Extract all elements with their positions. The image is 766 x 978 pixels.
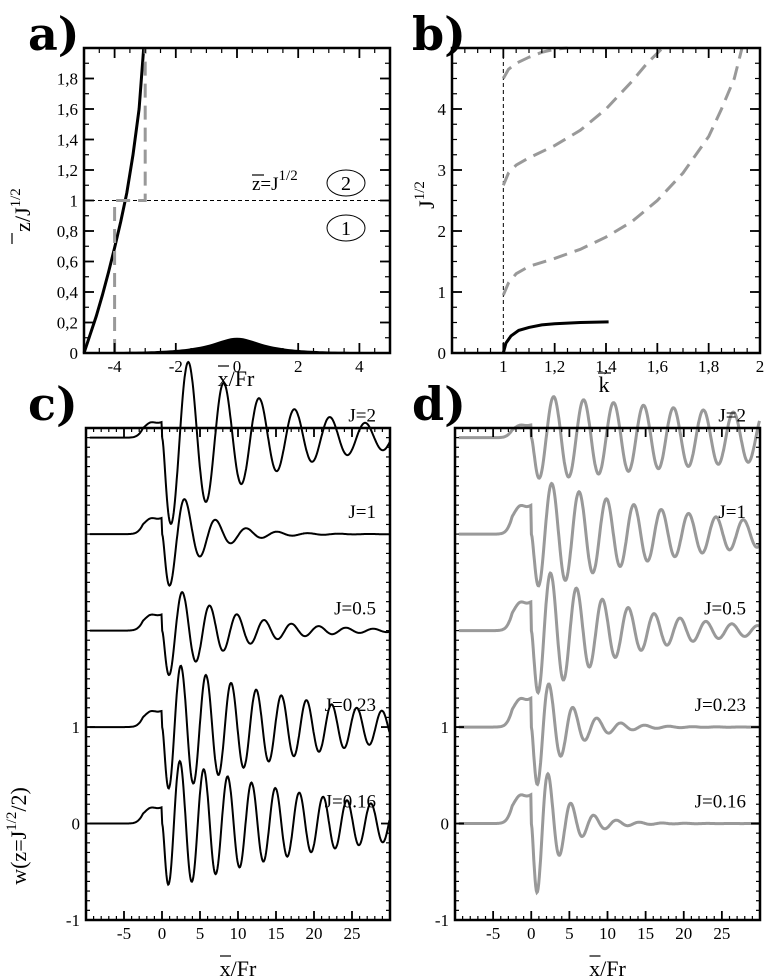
plot-frame <box>82 46 392 355</box>
x-tick-label: -5 <box>486 924 500 943</box>
x-tick-label: 10 <box>599 924 616 943</box>
x-tick-label: 15 <box>268 924 285 943</box>
interface-annotation: z=J1/2 <box>252 168 298 195</box>
series-label: J=0.23 <box>695 695 746 716</box>
x-tick-label: 0 <box>233 357 242 376</box>
y-tick-label: 0,8 <box>57 222 78 241</box>
y-tick-label: 1,8 <box>57 70 78 89</box>
panel-label-a: a) <box>28 7 80 61</box>
x-axis-title: x/Fr <box>589 956 626 978</box>
plot-frame <box>453 426 762 922</box>
x-tick-label: -4 <box>108 357 123 376</box>
x-tick-label: 2 <box>756 357 765 376</box>
x-tick-label: 1 <box>499 357 508 376</box>
x-tick-label: 0 <box>527 924 536 943</box>
dashed-dispersion-curve <box>501 46 664 186</box>
series-label: J=0.5 <box>334 599 376 620</box>
wave-curve-J-1 <box>89 498 390 587</box>
panel-d: J=2 J=1 J=0.5 J=0.23 J=0.16 -5 0 5 10 15 20 25 -1 0 1 x… <box>435 395 762 978</box>
plot-frame <box>450 46 762 355</box>
y-tick-label: -1 <box>435 911 449 930</box>
series-label: J=1 <box>718 502 746 523</box>
y-tick-label: 1 <box>438 283 447 302</box>
y-tick-label: 0,2 <box>57 314 78 333</box>
region-label: 2 <box>341 173 351 195</box>
x-axis-title: x/Fr <box>218 366 255 391</box>
solid-dispersion-curve <box>501 320 609 354</box>
region-label: 1 <box>341 218 351 240</box>
x-tick-label: 25 <box>344 924 361 943</box>
y-axis-title: w(z=J1/2/2) <box>4 787 31 885</box>
region-circle <box>326 214 366 242</box>
y-tick-label: 1 <box>70 192 79 211</box>
y-tick-label: 1 <box>72 718 81 737</box>
series-label: J=2 <box>348 406 376 427</box>
x-tick-label: 4 <box>355 357 364 376</box>
y-tick-label: 0,4 <box>57 283 79 302</box>
x-tick-label: 1,4 <box>595 357 617 376</box>
wave-curve-J-0-5 <box>458 571 761 696</box>
panel-label-b: b) <box>412 7 466 61</box>
y-tick-label: 2 <box>438 222 447 241</box>
y-tick-label: 1,2 <box>57 161 78 180</box>
series-label: J=1 <box>348 502 376 523</box>
panel-label-d: d) <box>412 377 466 431</box>
dashed-dispersion-curve <box>501 47 744 296</box>
series-label: J=2 <box>718 406 746 427</box>
wave-curve-J-0-5 <box>89 590 390 677</box>
x-tick-label: 0 <box>158 924 167 943</box>
series-label: J=0.16 <box>325 792 376 813</box>
y-tick-label: 1,4 <box>57 131 79 150</box>
wave-curve-J-2 <box>89 360 391 525</box>
wave-curve-J-2 <box>458 395 761 480</box>
x-axis-title: x/Fr <box>220 956 257 978</box>
x-tick-label: -5 <box>117 924 131 943</box>
y-axis-title: J1/2 <box>412 181 439 209</box>
x-tick-label: 15 <box>637 924 654 943</box>
region-circle <box>326 169 366 197</box>
solid-ray-curve <box>82 47 146 354</box>
x-tick-label: 2 <box>294 357 303 376</box>
y-tick-label: 3 <box>438 161 447 180</box>
wave-curve-J-0-23 <box>89 664 391 790</box>
wave-curve-J-1 <box>458 481 761 588</box>
series-label: J=0.23 <box>325 695 376 716</box>
x-tick-label: 20 <box>306 924 323 943</box>
y-tick-label: 0 <box>72 815 81 834</box>
x-tick-label: 5 <box>565 924 574 943</box>
panel-c: J=2J=1J=0.5J=0.23J=0.16-5 0 5 10 15 20 25-101x… <box>4 360 392 978</box>
panel-a: -4 -2 0 2 4 0 0,2 0,4 0,6 0,8 1 1,2 1,4 1,6 1,8 z=J1/2 2… <box>8 46 392 391</box>
wave-curve-J-0-16 <box>89 759 391 887</box>
x-tick-label: 25 <box>713 924 730 943</box>
dashed-dispersion-curve <box>501 46 568 80</box>
x-tick-label: 1,2 <box>544 357 565 376</box>
x-tick-label: 5 <box>196 924 205 943</box>
panel-b: 1 1,2 1,4 1,6 1,8 2 0 1 2 3 4 k J1/2 <box>412 46 765 397</box>
y-tick-label: 0,6 <box>57 253 78 272</box>
dashed-ray-path <box>113 48 147 353</box>
y-tick-label: 0 <box>438 344 447 363</box>
x-tick-label: 20 <box>675 924 692 943</box>
wave-curve-J-0-16 <box>458 771 760 896</box>
x-tick-label: 1,6 <box>647 357 668 376</box>
wave-curve-J-0-23 <box>458 682 760 787</box>
x-axis-title: k <box>599 372 610 397</box>
x-tick-label: 10 <box>230 924 247 943</box>
x-tick-label: -2 <box>169 357 183 376</box>
series-label: J=0.16 <box>695 792 746 813</box>
y-tick-label: 4 <box>438 100 447 119</box>
y-axis-title: z/J1/2 <box>8 188 35 232</box>
y-tick-label: 1 <box>441 718 450 737</box>
series-label: J=0.5 <box>704 599 746 620</box>
y-tick-label: -1 <box>66 911 80 930</box>
y-tick-label: 0 <box>441 815 450 834</box>
y-tick-label: 0 <box>70 344 79 363</box>
plot-frame <box>84 426 392 922</box>
x-tick-label: 1,8 <box>698 357 719 376</box>
y-tick-label: 1,6 <box>57 100 78 119</box>
panel-label-c: c) <box>28 377 78 431</box>
